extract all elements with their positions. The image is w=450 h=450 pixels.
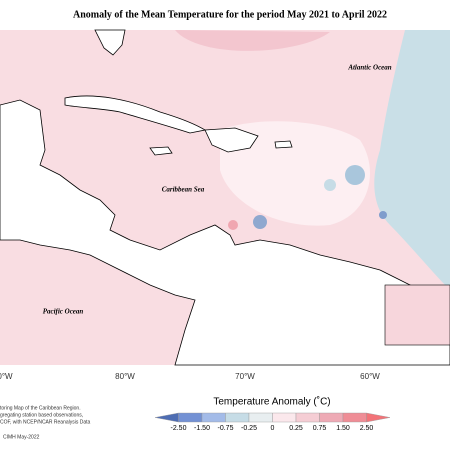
longitude-label: 60°W [360,372,380,381]
colorbar-tick-label: -0.75 [218,425,234,432]
cool-spot [379,211,387,219]
longitude-label: 80°W [115,372,135,381]
credit-line: COF, with NCEP/NCAR Reanalysis Data [0,419,91,425]
cool-spot [324,179,336,191]
colorbar-tick-label: 2.50 [360,425,374,432]
longitude-labels: 0°W 80°W 70°W 60°W [0,372,380,381]
colorbar-tick-label: -1.50 [194,425,210,432]
colorbar-segment [248,412,273,423]
colorbar-segment [272,412,297,423]
credits: toring Map of the Caribbean Region.grega… [0,405,91,425]
longitude-label: 70°W [235,372,255,381]
mainland [0,99,450,366]
cuba [64,95,207,134]
ocean-label: Pacific Ocean [43,308,84,316]
colorbar-segment [178,412,203,423]
colorbar-tick-label: -0.25 [241,425,257,432]
footer: CIMH May-2022 [3,434,40,440]
colorbar-tick-label: -2.50 [171,425,187,432]
colorbar: -2.50 -1.50 -0.75 -0.25 0 0.25 0.75 1.50 2.50 [154,412,391,432]
jamaica [149,146,173,156]
land [0,29,450,366]
colorbar-segment [295,412,320,423]
colorbar-segment [225,412,250,423]
colorbar-segment [319,412,344,423]
puerto-rico [274,140,293,149]
colorbar-tick-label: 0.75 [313,425,327,432]
warm-spot [228,220,238,230]
neutral-patch [220,121,370,226]
cool-area [374,30,450,290]
cool-spot [345,165,365,185]
warm-patch [175,30,330,51]
map: Atlantic Ocean Caribbean Sea Pacific Oce… [0,29,450,366]
colorbar-segment [366,412,391,423]
credit-line: toring Map of the Caribbean Region. [0,405,81,411]
credit-line: gregating station based observations, [0,412,83,418]
colorbar-tick-label: 0 [271,425,275,432]
colorbar-segment [201,412,226,423]
colorbar-segment [342,412,367,423]
cool-spot [253,215,267,229]
ocean-label: Caribbean Sea [162,186,205,194]
legend-title: Temperature Anomaly (˚C) [213,396,330,408]
florida [94,29,126,56]
longitude-label: 0°W [0,372,13,381]
guianas [384,284,450,346]
ocean-label: Atlantic Ocean [347,64,391,72]
colorbar-tick-label: 1.50 [336,425,350,432]
colorbar-tick-label: 0.25 [289,425,303,432]
title: Anomaly of the Mean Temperature for the … [73,9,387,20]
hispaniola [204,127,259,153]
